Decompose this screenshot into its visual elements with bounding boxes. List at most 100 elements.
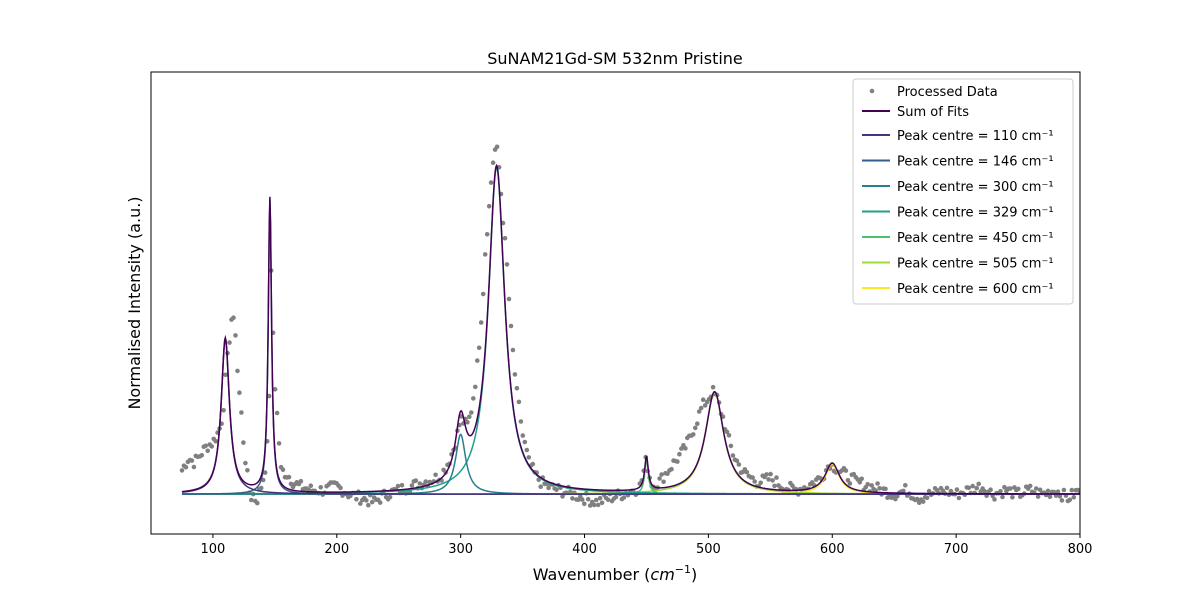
data-point [473, 384, 478, 390]
data-point [924, 495, 930, 501]
x-tick-label: 300 [448, 542, 473, 557]
data-point [183, 464, 189, 470]
x-tick-label: 200 [324, 542, 349, 557]
data-point [677, 451, 682, 457]
data-point [734, 458, 740, 464]
legend-label: Peak centre = 300 cm⁻¹ [897, 180, 1054, 195]
data-point [883, 486, 888, 492]
data-point [764, 472, 769, 477]
data-point [954, 487, 960, 492]
data-point [595, 502, 601, 508]
data-point [585, 496, 591, 502]
data-point [494, 144, 500, 150]
data-point [766, 477, 771, 482]
legend-marker-processed-data [869, 88, 875, 94]
data-point [1045, 488, 1051, 494]
legend-label: Peak centre = 505 cm⁻¹ [897, 257, 1054, 272]
data-point [308, 483, 314, 489]
data-point [276, 441, 282, 446]
data-point [554, 487, 559, 493]
data-point [956, 495, 962, 501]
data-point [1002, 484, 1007, 490]
data-point [538, 484, 543, 490]
data-point [869, 483, 874, 488]
data-point [580, 497, 585, 502]
data-point [976, 481, 981, 487]
data-point [901, 488, 906, 494]
legend-label: Peak centre = 450 cm⁻¹ [897, 231, 1054, 246]
data-point [286, 474, 292, 480]
data-point [661, 479, 666, 485]
data-point [484, 232, 490, 237]
data-point [227, 340, 232, 345]
data-point [433, 472, 438, 478]
data-point [843, 468, 849, 473]
data-point [847, 481, 853, 486]
data-point [582, 501, 587, 507]
data-point [1037, 487, 1043, 493]
data-point [593, 497, 599, 503]
sum-of-fits-curve [181, 163, 1080, 495]
data-point [992, 497, 997, 502]
data-point [613, 494, 619, 500]
data-point [364, 498, 369, 503]
data-point [926, 488, 932, 494]
data-point [710, 384, 716, 390]
data-point [395, 483, 401, 489]
data-point [358, 501, 363, 506]
data-point [597, 495, 603, 501]
data-point [266, 393, 272, 399]
data-point [486, 203, 492, 209]
data-point [231, 315, 236, 321]
legend-label: Peak centre = 329 cm⁻¹ [897, 206, 1054, 221]
data-point [221, 408, 226, 413]
data-point [679, 446, 684, 451]
data-point [675, 459, 680, 464]
data-point [698, 405, 704, 411]
data-point [237, 390, 242, 396]
data-point [1010, 495, 1015, 500]
x-axis-ticks: 100 200 300 400 500 600 700 800 [201, 534, 1092, 557]
data-point [239, 410, 244, 415]
data-point [730, 453, 736, 458]
data-point [245, 468, 250, 473]
data-point [691, 432, 696, 437]
data-point [700, 397, 706, 403]
data-point [744, 469, 750, 475]
data-point [262, 470, 268, 475]
data-point [524, 447, 530, 453]
data-point [702, 403, 708, 408]
data-point [205, 448, 210, 454]
data-point [530, 461, 536, 467]
data-point [369, 499, 375, 505]
data-point [570, 496, 575, 501]
data-point [750, 475, 755, 480]
data-point [409, 483, 415, 488]
legend-label: Peak centre = 146 cm⁻¹ [897, 155, 1054, 170]
data-point [213, 438, 218, 444]
data-point [522, 439, 528, 445]
data-point [423, 479, 429, 484]
data-point [338, 485, 343, 491]
data-point [988, 487, 993, 493]
data-point [189, 458, 195, 463]
data-point [966, 485, 972, 491]
data-point [1035, 494, 1041, 499]
data-point [768, 471, 773, 477]
data-point [1008, 486, 1013, 491]
data-point [469, 410, 474, 415]
data-point [471, 396, 476, 401]
data-point [669, 466, 674, 472]
data-point [724, 429, 730, 435]
data-point [254, 500, 260, 506]
data-point [191, 464, 197, 470]
data-point [758, 480, 763, 486]
x-tick-label: 100 [201, 542, 226, 557]
data-point [510, 347, 516, 353]
data-point [465, 420, 470, 425]
legend-frame [852, 78, 1074, 305]
data-point [203, 443, 208, 449]
data-point [520, 433, 526, 438]
